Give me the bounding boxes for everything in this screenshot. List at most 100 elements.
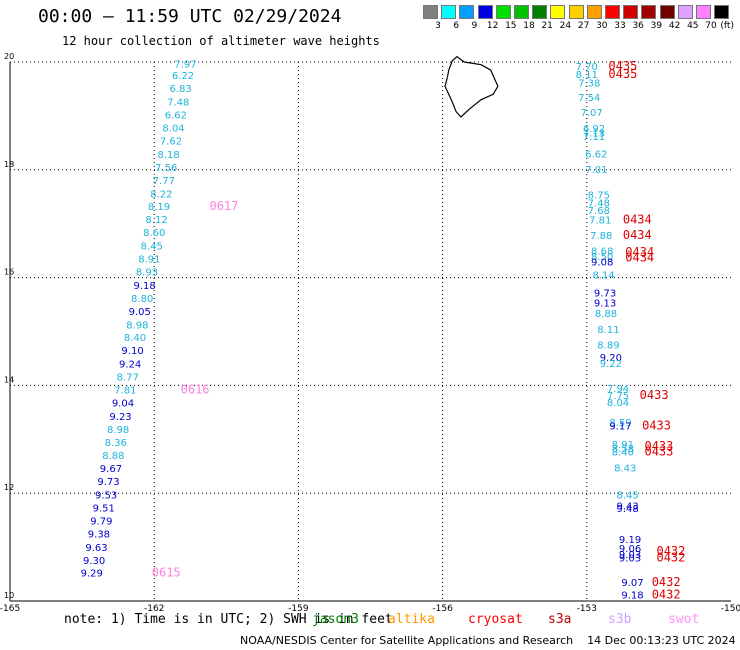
wave-height-value: 9.13 <box>594 299 616 310</box>
map-grid <box>10 61 731 601</box>
wave-height-value: 8.14 <box>592 271 614 282</box>
wave-height-value: 8.45 <box>141 242 163 253</box>
wave-height-value: 8.36 <box>105 438 127 449</box>
wave-height-value: 8.19 <box>148 202 170 213</box>
wave-height-value: 8.98 <box>126 320 148 331</box>
wave-height-value: 8.50 <box>591 252 613 263</box>
legend-label: 27 <box>577 21 590 31</box>
y-tick-label: 20 <box>4 52 14 61</box>
wave-height-value: 9.04 <box>112 398 134 409</box>
wave-height-value: 8.60 <box>143 228 165 239</box>
wave-height-value: 7.75 <box>607 391 629 402</box>
x-tick-label: -156 <box>432 604 453 614</box>
wave-height-value: 8.18 <box>157 150 179 161</box>
wave-height-value: 7.48 <box>588 198 610 209</box>
legend-label: 45 <box>687 21 699 31</box>
x-tick-label: -162 <box>144 604 164 614</box>
wave-height-value: 7.48 <box>167 98 189 109</box>
time-label: 0432 <box>652 587 681 601</box>
wave-height-value: 9.53 <box>95 491 117 502</box>
wave-height-value: 9.63 <box>85 543 107 554</box>
legend-swatch <box>696 5 711 19</box>
wave-height-value: 7.07 <box>580 108 602 119</box>
legend-label: 18 <box>523 21 535 31</box>
wave-height-value: 9.03 <box>619 554 641 565</box>
wave-height-labels: 7.976.226.837.486.628.047.628.187.567.77… <box>81 59 686 601</box>
time-label: 0433 <box>644 444 673 458</box>
wave-height-value: 9.24 <box>119 360 141 371</box>
wave-height-value: 7.81 <box>114 385 136 396</box>
wave-height-value: 7.01 <box>585 165 607 176</box>
y-tick-label: 10 <box>4 591 14 600</box>
legend-label: 24 <box>559 21 572 31</box>
wave-height-value: 6.22 <box>172 71 194 82</box>
wave-height-value: 7.54 <box>578 93 600 104</box>
wave-height-value: 7.70 <box>576 62 598 73</box>
satellite-label: cryosat <box>468 612 523 627</box>
time-label: 0435 <box>608 59 637 73</box>
x-tick-label: -150 <box>721 604 740 614</box>
wave-height-value: 7.56 <box>155 163 177 174</box>
wave-height-value: 9.18 <box>621 590 643 601</box>
legend-swatch <box>514 5 529 19</box>
time-label: 0432 <box>656 544 685 558</box>
legend-swatch <box>623 5 639 19</box>
island-outline <box>444 55 499 118</box>
wave-height-value: 7.62 <box>160 136 182 147</box>
wave-height-value: 8.11 <box>597 325 619 336</box>
time-label: 0432 <box>652 575 681 589</box>
wave-height-value: 9.79 <box>90 516 112 527</box>
wave-height-value: 8.59 <box>609 418 631 429</box>
legend-label: 3 <box>435 21 441 31</box>
wave-height-value: 9.17 <box>609 422 631 433</box>
wave-height-value: 9.19 <box>619 535 641 546</box>
time-label: 0434 <box>623 228 652 242</box>
wave-height-value: 8.88 <box>595 309 617 320</box>
wave-height-value: 9.05 <box>129 307 151 318</box>
x-tick-label: -165 <box>0 604 20 614</box>
wave-height-value: 9.18 <box>133 281 155 292</box>
wave-height-value: 9.73 <box>97 477 119 488</box>
legend-swatch <box>532 5 548 19</box>
time-label: 0433 <box>644 439 673 453</box>
wave-height-value: 9.08 <box>591 258 613 269</box>
wave-height-value: 9.07 <box>621 578 643 589</box>
wave-height-value: 7.38 <box>578 78 600 89</box>
wave-height-value: 9.29 <box>81 569 103 580</box>
time-label: 0616 <box>181 382 210 396</box>
legend-label: 42 <box>668 21 681 31</box>
time-label: 0435 <box>608 67 637 81</box>
chart-subtitle: 12 hour collection of altimeter wave hei… <box>62 34 380 48</box>
legend-label: 70 <box>705 21 717 31</box>
wave-height-value: 9.43 <box>617 501 639 512</box>
wave-height-value: 8.58 <box>612 444 634 455</box>
wave-height-value: 8.40 <box>612 447 634 458</box>
legend-swatch <box>659 5 675 19</box>
wave-height-value: 8.68 <box>591 246 613 257</box>
island-shape <box>444 55 499 118</box>
wave-height-value: 9.73 <box>594 288 616 299</box>
legend-swatch <box>714 5 730 19</box>
wave-height-value: 7.88 <box>590 231 612 242</box>
time-label: 0433 <box>642 419 671 433</box>
time-label: 0433 <box>640 388 669 402</box>
wave-height-value: 7.11 <box>583 132 605 143</box>
wave-height-value: 9.30 <box>83 556 105 567</box>
x-tick-label: -153 <box>577 604 597 614</box>
legend-swatch <box>459 5 475 19</box>
time-label: 0615 <box>152 566 181 580</box>
legend-swatch <box>550 5 566 19</box>
wave-height-value: 8.98 <box>107 425 129 436</box>
wave-height-value: 8.75 <box>588 190 610 201</box>
wave-height-value: 8.91 <box>612 440 634 451</box>
map-axes: -165 -162 -159 -156 -153 -150 10 12 14 16 18 20 <box>0 52 740 614</box>
legend-swatch <box>423 5 438 19</box>
wave-height-value: 8.89 <box>597 341 619 352</box>
wave-height-value: 8.04 <box>162 124 184 135</box>
wave-height-value: 9.06 <box>619 544 641 555</box>
wave-height-value: 8.88 <box>102 451 124 462</box>
wave-height-value: 9.67 <box>100 464 122 475</box>
y-tick-label: 12 <box>4 483 14 492</box>
legend-label: 6 <box>453 21 460 31</box>
wave-height-value: 8.11 <box>576 70 598 81</box>
